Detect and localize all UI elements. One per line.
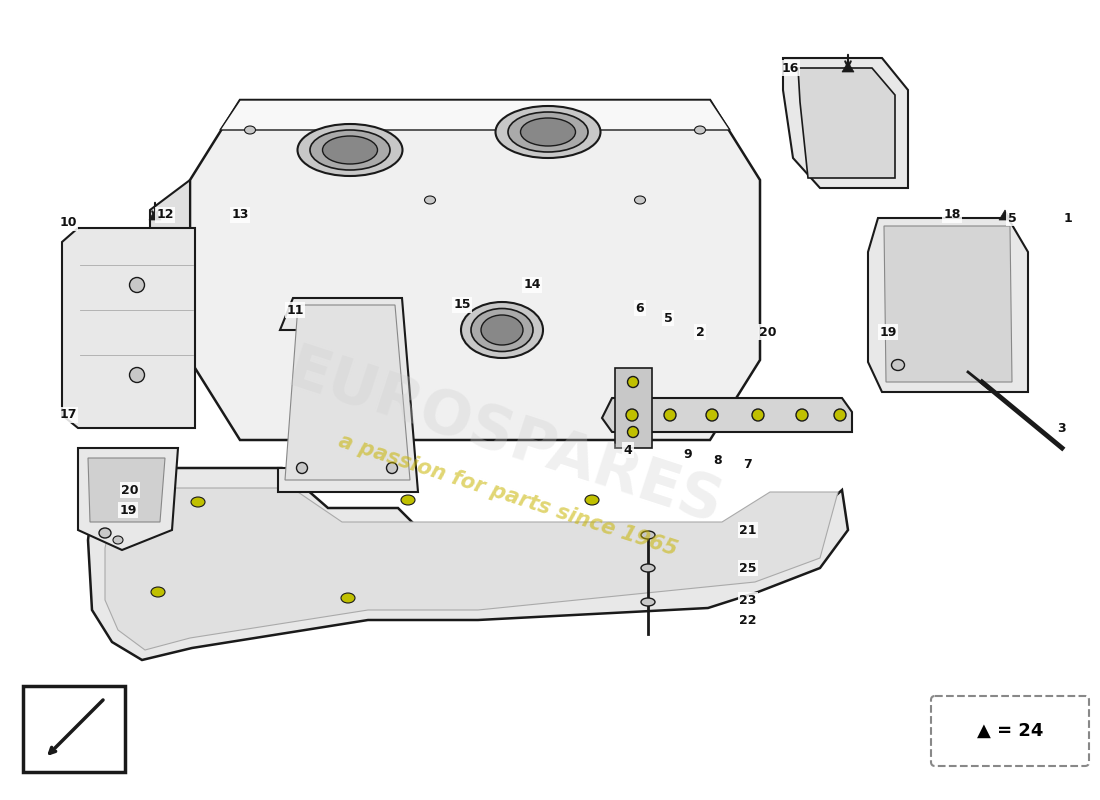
Ellipse shape bbox=[113, 536, 123, 544]
Ellipse shape bbox=[425, 196, 436, 204]
Ellipse shape bbox=[641, 564, 654, 572]
Ellipse shape bbox=[151, 587, 165, 597]
Text: 18: 18 bbox=[944, 209, 960, 222]
Ellipse shape bbox=[752, 409, 764, 421]
Ellipse shape bbox=[130, 367, 144, 382]
Ellipse shape bbox=[297, 462, 308, 474]
Ellipse shape bbox=[706, 409, 718, 421]
Ellipse shape bbox=[834, 409, 846, 421]
Ellipse shape bbox=[495, 106, 601, 158]
Ellipse shape bbox=[471, 309, 534, 351]
Ellipse shape bbox=[310, 130, 390, 170]
Text: 12: 12 bbox=[156, 209, 174, 222]
Ellipse shape bbox=[244, 126, 255, 134]
Ellipse shape bbox=[627, 426, 638, 438]
Polygon shape bbox=[884, 226, 1012, 382]
Ellipse shape bbox=[481, 315, 522, 345]
Text: 23: 23 bbox=[739, 594, 757, 606]
Ellipse shape bbox=[641, 531, 654, 539]
Text: 22: 22 bbox=[739, 614, 757, 626]
Ellipse shape bbox=[402, 495, 415, 505]
Polygon shape bbox=[190, 100, 760, 440]
Text: 15: 15 bbox=[453, 298, 471, 311]
Ellipse shape bbox=[694, 126, 705, 134]
Ellipse shape bbox=[635, 196, 646, 204]
Ellipse shape bbox=[297, 124, 403, 176]
Polygon shape bbox=[783, 58, 907, 188]
Ellipse shape bbox=[520, 118, 575, 146]
Text: 14: 14 bbox=[524, 278, 541, 291]
Text: 5: 5 bbox=[1008, 211, 1016, 225]
Text: 19: 19 bbox=[119, 503, 136, 517]
Text: 7: 7 bbox=[744, 458, 752, 471]
Text: 20: 20 bbox=[121, 483, 139, 497]
Polygon shape bbox=[148, 210, 161, 220]
Text: 21: 21 bbox=[739, 523, 757, 537]
Ellipse shape bbox=[99, 528, 111, 538]
Ellipse shape bbox=[508, 112, 588, 152]
Text: 3: 3 bbox=[1058, 422, 1066, 434]
Polygon shape bbox=[104, 488, 838, 650]
Polygon shape bbox=[278, 298, 418, 492]
Ellipse shape bbox=[664, 409, 676, 421]
Text: 16: 16 bbox=[781, 62, 799, 74]
Polygon shape bbox=[602, 398, 852, 432]
Ellipse shape bbox=[322, 136, 377, 164]
Text: 17: 17 bbox=[59, 409, 77, 422]
Polygon shape bbox=[78, 448, 178, 550]
Ellipse shape bbox=[191, 497, 205, 507]
Text: EUROSPARES: EUROSPARES bbox=[280, 340, 730, 536]
Text: 13: 13 bbox=[231, 209, 249, 222]
Text: 6: 6 bbox=[636, 302, 645, 314]
Polygon shape bbox=[999, 210, 1011, 220]
Ellipse shape bbox=[585, 495, 600, 505]
Polygon shape bbox=[842, 62, 854, 72]
Ellipse shape bbox=[627, 377, 638, 387]
Polygon shape bbox=[88, 468, 848, 660]
Polygon shape bbox=[868, 218, 1028, 392]
Ellipse shape bbox=[891, 359, 904, 370]
Polygon shape bbox=[220, 100, 730, 130]
Ellipse shape bbox=[796, 409, 808, 421]
Ellipse shape bbox=[386, 462, 397, 474]
Text: 4: 4 bbox=[624, 443, 632, 457]
Text: 10: 10 bbox=[59, 217, 77, 230]
FancyBboxPatch shape bbox=[931, 696, 1089, 766]
Text: 8: 8 bbox=[714, 454, 723, 466]
Polygon shape bbox=[798, 68, 895, 178]
Ellipse shape bbox=[626, 409, 638, 421]
Text: 25: 25 bbox=[739, 562, 757, 574]
Text: 19: 19 bbox=[879, 326, 896, 338]
Text: ▲ = 24: ▲ = 24 bbox=[977, 722, 1043, 740]
Polygon shape bbox=[285, 305, 410, 480]
Text: a passion for parts since 1965: a passion for parts since 1965 bbox=[337, 430, 680, 559]
Polygon shape bbox=[615, 368, 652, 448]
Polygon shape bbox=[88, 458, 165, 522]
Text: 1: 1 bbox=[1064, 211, 1072, 225]
Text: 20: 20 bbox=[759, 326, 777, 338]
Polygon shape bbox=[62, 228, 195, 428]
Text: 2: 2 bbox=[695, 326, 704, 338]
Ellipse shape bbox=[641, 598, 654, 606]
Text: 5: 5 bbox=[663, 311, 672, 325]
FancyBboxPatch shape bbox=[23, 686, 125, 772]
Ellipse shape bbox=[461, 302, 543, 358]
Ellipse shape bbox=[130, 278, 144, 293]
Text: 9: 9 bbox=[684, 449, 692, 462]
Text: 11: 11 bbox=[286, 303, 304, 317]
Polygon shape bbox=[150, 180, 190, 390]
Ellipse shape bbox=[341, 593, 355, 603]
